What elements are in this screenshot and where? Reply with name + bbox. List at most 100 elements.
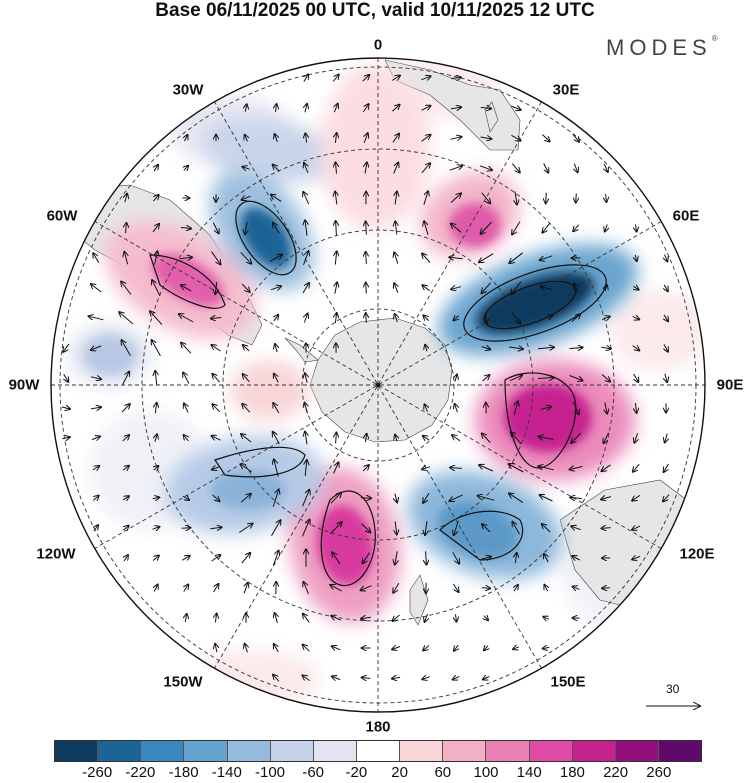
wind-vector xyxy=(304,314,307,323)
wind-vector xyxy=(540,287,552,290)
colorbar-label: 140 xyxy=(516,764,542,781)
wind-vector xyxy=(274,315,278,322)
wind-vector xyxy=(273,432,280,445)
wind-vector xyxy=(302,283,309,294)
wind-vector xyxy=(392,677,401,678)
wind-vector xyxy=(245,135,248,142)
wind-vector xyxy=(152,224,159,233)
wind-vector xyxy=(633,463,640,472)
wind-vector xyxy=(664,314,668,321)
wind-vector xyxy=(152,280,161,297)
wind-vector xyxy=(184,166,188,171)
wind-vector xyxy=(154,585,157,592)
wind-vector xyxy=(664,344,668,351)
wind-vector xyxy=(275,613,278,624)
wind-vector xyxy=(122,372,129,385)
wind-vector xyxy=(392,105,399,112)
wind-vector xyxy=(543,647,550,648)
anomaly-core-southeast-pacific xyxy=(210,470,286,510)
wind-vector xyxy=(63,343,70,352)
wind-vector xyxy=(478,496,495,501)
wind-vector xyxy=(330,585,342,592)
wind-vector xyxy=(363,552,370,564)
wind-vector xyxy=(542,524,551,533)
wind-vector xyxy=(64,373,69,382)
wind-vector xyxy=(179,257,192,259)
wind-vector xyxy=(601,374,610,381)
wind-vector xyxy=(240,464,252,473)
wind-vector xyxy=(422,467,431,470)
wind-vector xyxy=(665,254,668,262)
wind-vector xyxy=(423,646,430,651)
wind-vector xyxy=(361,617,371,619)
wind-vector xyxy=(511,106,520,110)
wind-vector xyxy=(94,525,98,532)
colorbar-cell xyxy=(270,741,314,761)
wind-vector xyxy=(425,613,428,622)
wind-vector xyxy=(454,316,459,321)
wind-vector xyxy=(511,134,520,140)
wind-vector xyxy=(571,432,582,443)
wind-vector xyxy=(511,432,522,445)
wind-vector xyxy=(395,551,397,564)
wind-vector xyxy=(393,163,399,174)
anomaly-core-australia xyxy=(437,501,519,559)
colorbar-label: -180 xyxy=(168,764,199,781)
wind-vector xyxy=(244,583,248,594)
wind-vector xyxy=(62,437,70,439)
wind-vector xyxy=(185,135,188,142)
wind-vector xyxy=(479,165,492,170)
wind-vector xyxy=(212,404,221,413)
wind-vector xyxy=(635,254,636,261)
wind-vector xyxy=(152,556,159,561)
wind-vector xyxy=(601,497,612,500)
colorbar-label: 20 xyxy=(391,764,408,781)
wind-vector xyxy=(426,551,427,564)
wind-vector xyxy=(335,133,336,143)
wind-vector xyxy=(482,282,491,293)
wind-vector xyxy=(240,494,251,503)
wind-vector xyxy=(333,463,339,474)
wind-vector xyxy=(479,253,494,263)
wind-vector xyxy=(515,191,517,205)
wind-vector xyxy=(304,74,308,82)
wind-vector xyxy=(155,403,156,414)
wind-vector xyxy=(366,252,367,265)
wind-vector xyxy=(481,221,492,234)
wind-vector xyxy=(394,252,398,264)
wind-vector xyxy=(241,553,250,564)
wind-vector xyxy=(571,314,580,323)
wind-vector xyxy=(275,344,277,353)
wind-vector xyxy=(122,466,129,470)
wind-vector xyxy=(537,378,554,379)
colorbar-cell xyxy=(313,741,357,761)
anomaly-pink-atlantic xyxy=(320,70,430,230)
wind-vector xyxy=(365,162,367,174)
wind-vector xyxy=(121,282,132,295)
wind-vector xyxy=(212,466,221,469)
wind-vector xyxy=(304,582,309,595)
reference-vector-label: 30 xyxy=(666,682,680,696)
anomaly-core-south-atlantic xyxy=(240,207,292,269)
wind-vector xyxy=(305,460,307,476)
wind-vector xyxy=(484,616,488,621)
wind-vector xyxy=(303,614,310,623)
wind-vector xyxy=(92,466,99,470)
wind-vector xyxy=(449,494,463,501)
wind-vector xyxy=(509,252,524,263)
contour-south-america xyxy=(149,254,226,309)
wind-vector xyxy=(212,345,221,352)
wind-vector xyxy=(155,251,158,265)
wind-vector xyxy=(239,524,252,533)
colorbar-cell xyxy=(529,741,573,761)
wind-vector xyxy=(424,221,429,235)
anomaly-core-pacific xyxy=(316,505,374,585)
brand-name: MODES xyxy=(606,35,712,60)
wind-vector xyxy=(573,587,580,590)
wind-vector xyxy=(393,614,400,621)
wind-vector xyxy=(632,526,641,530)
wind-vector xyxy=(215,644,217,653)
wind-vector xyxy=(480,557,491,560)
wind-vector xyxy=(513,647,520,649)
wind-vector xyxy=(421,106,431,111)
